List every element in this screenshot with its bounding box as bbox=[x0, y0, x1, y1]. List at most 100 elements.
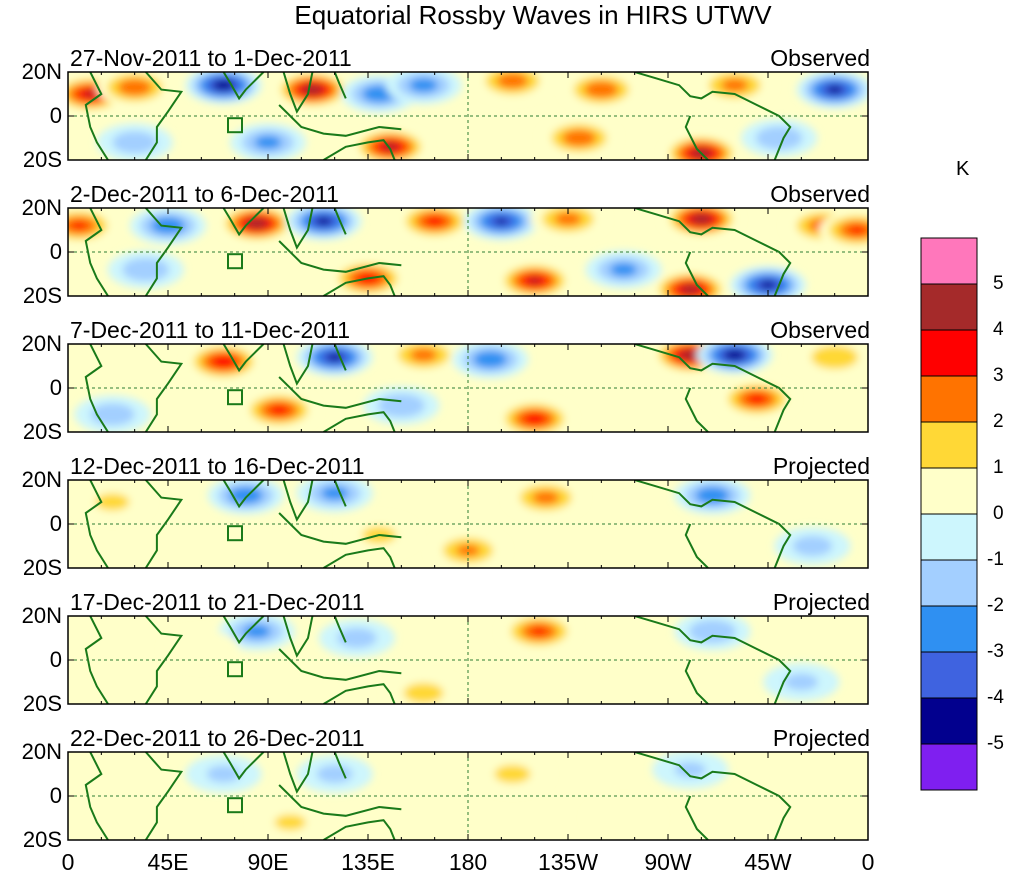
colorbar-swatch-2 bbox=[920, 329, 978, 377]
coastlines bbox=[84, 480, 792, 568]
colorbar-swatch-3 bbox=[920, 375, 978, 423]
coastline-6 bbox=[323, 411, 396, 432]
coastlines bbox=[84, 616, 792, 704]
y-tick-label: 0 bbox=[49, 511, 62, 536]
coastline-1 bbox=[144, 72, 184, 160]
y-tick-label: 0 bbox=[49, 783, 62, 808]
y-tick-label: 20S bbox=[22, 283, 62, 308]
panel-period-label: 2-Dec-2011 to 6-Dec-2011 bbox=[70, 181, 339, 207]
coastline-8 bbox=[684, 659, 709, 704]
coastline-3 bbox=[282, 208, 314, 250]
y-tick-label: 20S bbox=[22, 691, 62, 716]
colorbar-label: -5 bbox=[987, 733, 1004, 754]
y-tick-label: 20S bbox=[22, 555, 62, 580]
coastline-2 bbox=[222, 616, 265, 645]
coastline-5 bbox=[333, 72, 347, 99]
panel-kind-label: Observed bbox=[770, 45, 870, 71]
x-tick-label: 180 bbox=[448, 849, 488, 875]
colorbar-swatch-0 bbox=[920, 237, 978, 285]
coastline-8 bbox=[684, 523, 709, 568]
anomaly-contour-5-3 bbox=[409, 78, 438, 93]
coastline-6 bbox=[323, 275, 396, 296]
anomaly-contour-14-2 bbox=[122, 257, 170, 282]
panel-kind-label: Projected bbox=[772, 453, 870, 479]
coastline-4 bbox=[278, 104, 402, 137]
panel-4 bbox=[67, 479, 869, 569]
panel-kind-label: Projected bbox=[772, 589, 870, 615]
coastline-6 bbox=[323, 819, 396, 840]
anomaly-contour-3-5 bbox=[301, 84, 324, 96]
anomaly-contour-3-2 bbox=[674, 761, 706, 778]
anomaly-contour-1-2 bbox=[316, 765, 353, 783]
panel-6 bbox=[67, 751, 869, 841]
anomaly-contour-4-2 bbox=[274, 814, 306, 831]
coastline-6 bbox=[323, 547, 396, 568]
panel-period-label: 27-Nov-2011 to 1-Dec-2011 bbox=[70, 45, 352, 71]
anomaly-contour-12-5 bbox=[680, 284, 701, 295]
y-tick-label: 20N bbox=[21, 331, 62, 356]
panel-3 bbox=[67, 343, 869, 433]
colorbar-swatch-4 bbox=[920, 421, 978, 469]
y-tick-label: 20N bbox=[21, 603, 62, 628]
coastline-1 bbox=[144, 616, 184, 704]
anomaly-contour-9-4 bbox=[848, 226, 865, 234]
x-tick-label: 45E bbox=[147, 849, 189, 875]
anomaly-contour-5-2 bbox=[403, 683, 444, 703]
region-box bbox=[227, 797, 243, 814]
colorbar-label: -4 bbox=[987, 687, 1004, 708]
anomaly-contour-11-5 bbox=[528, 277, 542, 284]
anomaly-contour-9-5 bbox=[826, 85, 843, 94]
anomaly-contour-6-2 bbox=[95, 493, 130, 511]
anomaly-contour-15-3 bbox=[610, 262, 638, 277]
anomaly-contour-7-3 bbox=[584, 81, 619, 99]
coastline-7 bbox=[634, 480, 792, 568]
anomaly-contour-6-2 bbox=[784, 673, 819, 691]
x-tick-label: 135E bbox=[341, 849, 395, 875]
anomaly-contour-5-1 bbox=[585, 799, 662, 837]
coastline-4 bbox=[278, 240, 402, 273]
y-tick-label: 20S bbox=[22, 827, 62, 852]
coastline-1 bbox=[144, 208, 184, 296]
coastline-5 bbox=[333, 616, 347, 643]
anomaly-contour-7-5 bbox=[690, 213, 713, 225]
coastline-7 bbox=[634, 616, 792, 704]
coastline-8 bbox=[684, 115, 709, 160]
colorbar-swatch-5 bbox=[920, 467, 978, 515]
coastline-8 bbox=[684, 387, 709, 432]
colorbar-label: 0 bbox=[993, 503, 1004, 524]
anomaly-contour-3-5 bbox=[315, 217, 332, 226]
anomaly-contour-0-4 bbox=[210, 354, 237, 369]
coastline-7 bbox=[634, 208, 792, 296]
region-box bbox=[227, 253, 243, 270]
coastline-5 bbox=[333, 752, 347, 779]
colorbar-swatch-10 bbox=[920, 697, 978, 745]
x-tick-label: 0 bbox=[861, 849, 875, 875]
y-tick-label: 20S bbox=[22, 147, 62, 172]
coastline-2 bbox=[222, 344, 265, 373]
coastline-1 bbox=[144, 480, 184, 568]
coastline-2 bbox=[222, 208, 265, 237]
anomaly-contour-3-3 bbox=[473, 350, 508, 368]
coastline-4 bbox=[278, 376, 402, 409]
coastline-4 bbox=[278, 784, 402, 817]
anomaly-contour-8-4 bbox=[522, 412, 547, 425]
panel-kind-label: Observed bbox=[770, 181, 870, 207]
anomaly-field bbox=[68, 344, 868, 432]
coastline-3 bbox=[282, 72, 314, 114]
coastline-8 bbox=[684, 251, 709, 296]
coastline-6 bbox=[323, 139, 396, 160]
coastline-7 bbox=[634, 72, 792, 160]
anomaly-contour-4-3 bbox=[456, 544, 480, 557]
anomaly-contour-3-3 bbox=[695, 486, 730, 504]
anomaly-contour-0-4 bbox=[71, 221, 88, 230]
panel-period-label: 7-Dec-2011 to 11-Dec-2011 bbox=[70, 317, 350, 343]
region-box bbox=[227, 525, 243, 542]
colorbar-label: -2 bbox=[987, 595, 1004, 616]
anomaly-contour-0-5 bbox=[83, 90, 97, 98]
anomaly-contour-4-5 bbox=[679, 349, 702, 361]
anomaly-field bbox=[68, 72, 868, 160]
colorbar-swatch-1 bbox=[920, 283, 978, 331]
y-tick-label: 20N bbox=[21, 59, 62, 84]
anomaly-contour-2-3 bbox=[410, 348, 438, 362]
